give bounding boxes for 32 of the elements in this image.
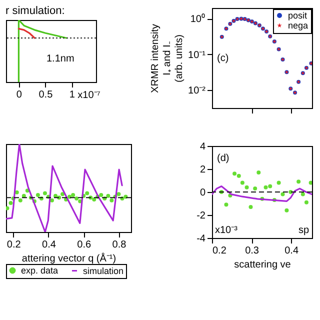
- y-tick-label: 10⁻¹: [188, 50, 206, 61]
- x-tick-label: 0.8: [112, 240, 127, 250]
- legend-label: nega: [288, 20, 308, 30]
- y-tick-label: 10⁻²: [188, 86, 206, 97]
- y-tick-label: -2: [196, 210, 206, 222]
- x-tick-label: 1: [69, 90, 76, 100]
- x-tick-label: 0.5: [38, 90, 54, 100]
- x-tick-label: 0.2: [6, 240, 22, 250]
- annotation: sp: [298, 225, 310, 236]
- y-tick-label: 10⁰: [190, 13, 206, 26]
- x-tick-label: 0: [16, 90, 22, 100]
- y-tick-label: 4: [200, 142, 206, 152]
- x-tick-label: 0.4: [284, 246, 299, 256]
- x-tick-label: 0.4: [42, 240, 56, 250]
- legend-label: posit: [288, 10, 308, 20]
- x-tick-label: 0.3: [245, 246, 260, 256]
- x-axis-title: scattering ve: [234, 260, 292, 270]
- x-axis-title: attering vector q (Å⁻¹): [22, 252, 116, 264]
- y-tick-label: 2: [200, 164, 206, 176]
- x-tick-label: 0.6: [77, 240, 92, 250]
- legend-label: exp. data: [21, 266, 58, 276]
- annotation: 1.1nm: [46, 53, 74, 64]
- text: x10⁻⁷: [78, 90, 101, 101]
- y-tick-label: -4: [196, 234, 206, 244]
- legend-label: simulation: [83, 266, 124, 276]
- y-axis-title: XRMR intensity I₊ and I₋ (arb. units): [150, 24, 186, 93]
- annotation: x10⁻³: [215, 225, 238, 236]
- x-tick-label: 0.2: [212, 246, 227, 256]
- y-tick-label: 0: [200, 188, 206, 198]
- annotation: (d): [217, 153, 230, 164]
- annotation: (c): [217, 53, 229, 64]
- chart-title: r simulation:: [6, 5, 65, 17]
